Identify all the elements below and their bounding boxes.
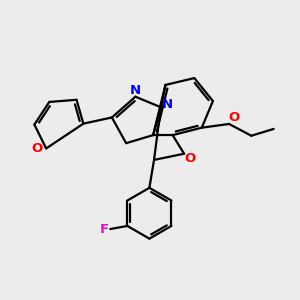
Text: F: F bbox=[100, 223, 109, 236]
Text: N: N bbox=[162, 98, 173, 111]
Text: O: O bbox=[32, 142, 43, 155]
Text: O: O bbox=[228, 111, 239, 124]
Text: O: O bbox=[185, 152, 196, 165]
Text: N: N bbox=[130, 84, 141, 97]
